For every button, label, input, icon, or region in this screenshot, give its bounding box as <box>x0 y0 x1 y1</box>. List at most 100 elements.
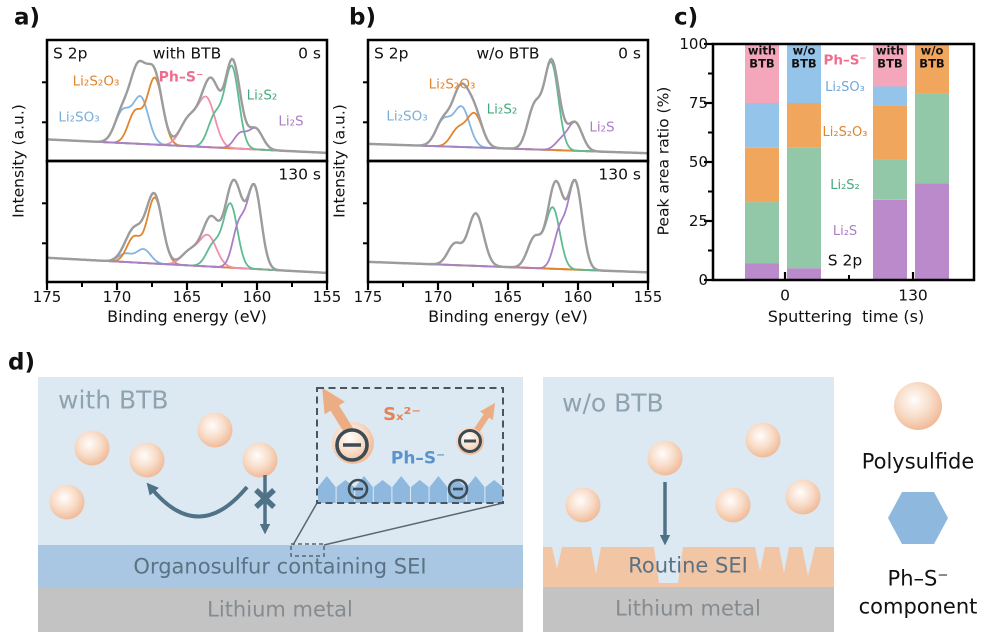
panel-a-region-tag: S 2p <box>53 44 88 63</box>
panel-a-label: a) <box>14 4 41 31</box>
polysulfide-sphere <box>565 487 601 523</box>
panel-a-time-130s: 130 s <box>278 165 321 184</box>
x-tick-label: 170 <box>423 287 453 306</box>
lithium-metal-label: Lithium metal <box>207 597 353 622</box>
panel-a-ylabel: Intensity (a.u.) <box>9 104 28 218</box>
panel-b-time-130s: 130 s <box>598 165 641 184</box>
phs-hexagon <box>373 480 392 503</box>
bar-1-segment-Li2S2O3 <box>745 147 779 203</box>
bar-legend-entry: Li₂S₂O₃ <box>822 124 868 140</box>
polysulfide-sphere <box>647 440 683 476</box>
panel-a-xlabel: Binding energy (eV) <box>107 307 267 327</box>
phs-hexagon <box>411 480 429 503</box>
bar-3-segment-Ph-S- <box>873 44 907 87</box>
phs-hexagon <box>355 476 373 503</box>
bar-legend-entry: Ph–S⁻ <box>823 52 867 69</box>
wo-btb-title: w/o BTB <box>562 388 664 418</box>
organosulfur-sei-layer <box>38 545 523 588</box>
legend-phs-label-line1: Ph–S⁻ <box>887 566 949 591</box>
bar-condition-label: w/o BTB <box>919 43 945 70</box>
repelled-polysulfide-arrow <box>146 482 249 519</box>
with-btb-title: with BTB <box>58 385 169 415</box>
envelope-curve <box>48 178 326 275</box>
xps-a-0s-plot <box>48 57 326 155</box>
component-curve-Li2S2O3 <box>48 196 326 274</box>
component-curve-Li2S <box>369 179 647 274</box>
envelope-curve <box>369 178 647 274</box>
bar-2-segment-Li2S2 <box>787 147 821 269</box>
y-tick-label: 0 <box>698 270 708 289</box>
legend-phs-hexagon-icon <box>888 492 948 544</box>
routine-sei-layer <box>543 547 834 587</box>
panel-c-ylabel: Peak area ratio (%) <box>654 86 673 236</box>
x-tick-label: 175 <box>32 287 62 306</box>
panel-a-time-0s: 0 s <box>298 44 321 63</box>
bar-condition-label: with BTB <box>875 43 905 70</box>
bar-4-segment-Li2S <box>915 183 949 280</box>
phs-hexagon <box>392 476 410 503</box>
bar-4-segment-Li2S2 <box>915 93 949 184</box>
envelope-curve <box>48 57 326 155</box>
phs-hexagon <box>466 476 485 503</box>
routine-sei-label: Routine SEI <box>628 553 748 578</box>
phs-hexagon <box>318 476 336 503</box>
component-annotation: Li₂S₂ <box>486 101 518 118</box>
bar-legend-entry: S 2p <box>827 251 863 270</box>
panel-a-condition: with BTB <box>152 44 222 63</box>
bar-condition-label: w/o BTB <box>791 43 817 70</box>
repel-arrow-large <box>322 387 354 434</box>
inset-connector-line <box>323 502 504 546</box>
component-annotation: Li₂SO₃ <box>386 108 428 125</box>
polysulfide-sphere <box>242 442 278 478</box>
xps-a-130s-plot <box>48 178 326 275</box>
x-tick-label: 155 <box>312 287 342 306</box>
polysulfide-sphere <box>715 487 751 523</box>
envelope-curve <box>369 57 647 155</box>
panel-b-xlabel: Binding energy (eV) <box>428 307 588 327</box>
component-annotation: Li₂S₂ <box>246 87 278 104</box>
bar-4-segment-Li2S2O3 <box>915 44 949 94</box>
bar-3-segment-Li2S2O3 <box>873 105 907 160</box>
legend-phs-label-line2: component <box>858 594 978 619</box>
group-label: 0 <box>780 286 790 305</box>
group-label: 130 <box>898 286 928 305</box>
x-tick-label: 165 <box>493 287 523 306</box>
bar-2-segment-Li2SO3 <box>787 44 821 103</box>
y-tick-label: 50 <box>688 152 708 171</box>
inset-source-rect <box>290 543 325 557</box>
lithium-metal-label: Lithium metal <box>615 596 761 621</box>
y-tick-label: 100 <box>679 34 708 53</box>
phs-hexagon-band <box>318 476 503 503</box>
bar-3-segment-Li2S <box>873 199 907 280</box>
panel-c-xlabel: Sputtering time (s) <box>767 307 925 327</box>
minus-charge-icon <box>447 478 469 500</box>
x-tick-label: 170 <box>102 287 132 306</box>
bar-3-segment-Li2SO3 <box>873 86 907 106</box>
polysulfide-spheres-left <box>49 412 278 520</box>
component-annotation: Ph–S⁻ <box>158 69 204 86</box>
panel-b-ylabel: Intensity (a.u.) <box>330 104 349 218</box>
legend-polysulfide-label: Polysulfide <box>861 449 975 474</box>
polysulfide-spheres-right <box>565 422 821 523</box>
panel-b-condition: w/o BTB <box>476 44 540 63</box>
panel-b-region-tag: S 2p <box>374 44 409 63</box>
bar-2-segment-Li2S <box>787 268 821 280</box>
panel-b-time-0s: 0 s <box>618 44 641 63</box>
lithium-metal-left <box>38 588 523 632</box>
bar-2-segment-Li2S2O3 <box>787 103 821 148</box>
x-tick-label: 155 <box>633 287 663 306</box>
panel-d-label: d) <box>8 349 35 376</box>
bar-1-segment-Li2S <box>745 263 779 280</box>
xps-b-130s-plot <box>369 178 647 274</box>
panel-d-illustration <box>38 377 948 632</box>
component-curve-Li2S2 <box>48 202 326 274</box>
inset-sx-label: Sₓ²⁻ <box>383 404 421 426</box>
polysulfide-sphere <box>197 412 233 448</box>
xps-b-0s-plot <box>369 57 647 155</box>
polysulfide-sphere <box>49 484 85 520</box>
legend-polysulfide-icon <box>894 382 942 430</box>
bar-1-segment-Li2S2 <box>745 202 779 264</box>
component-annotation: Li₂S₂O₃ <box>72 73 120 90</box>
y-tick-label: 75 <box>688 93 708 112</box>
